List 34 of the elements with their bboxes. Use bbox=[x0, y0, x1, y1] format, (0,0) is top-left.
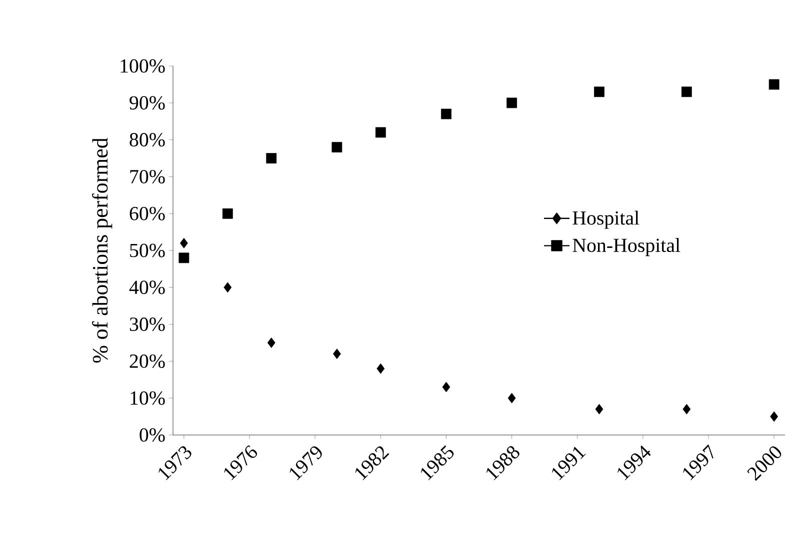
point bbox=[681, 86, 692, 98]
point bbox=[332, 142, 342, 152]
y-tick-label: 50% bbox=[130, 244, 165, 258]
point bbox=[595, 404, 604, 414]
point bbox=[506, 98, 517, 108]
point bbox=[224, 282, 232, 293]
legend-label: Hospital bbox=[572, 210, 640, 229]
point bbox=[332, 348, 341, 360]
y-tick-label: 40% bbox=[129, 280, 165, 294]
point bbox=[375, 127, 386, 138]
y-tick-label: 80% bbox=[130, 133, 165, 147]
point bbox=[222, 208, 233, 219]
point bbox=[266, 153, 277, 164]
y-tick-label: 0% bbox=[140, 428, 165, 442]
point bbox=[768, 79, 780, 90]
point bbox=[770, 411, 778, 422]
y-tick-label: 100% bbox=[120, 59, 165, 73]
point bbox=[594, 86, 604, 98]
point bbox=[442, 382, 450, 392]
point bbox=[178, 252, 190, 264]
point bbox=[441, 108, 452, 120]
point bbox=[376, 363, 385, 374]
y-tick-label: 60% bbox=[130, 206, 165, 220]
y-axis-title: % of abortions performed bbox=[92, 138, 112, 363]
y-tick-label: 20% bbox=[130, 354, 165, 368]
y-tick-label: 90% bbox=[130, 96, 165, 110]
point bbox=[682, 404, 691, 414]
y-tick-label: 30% bbox=[130, 318, 165, 332]
y-tick-label: 10% bbox=[130, 391, 165, 405]
y-tick-label: 70% bbox=[130, 170, 165, 184]
point bbox=[267, 338, 276, 348]
legend-label: Non-Hospital bbox=[572, 238, 680, 256]
point bbox=[180, 238, 188, 248]
point bbox=[508, 392, 516, 404]
